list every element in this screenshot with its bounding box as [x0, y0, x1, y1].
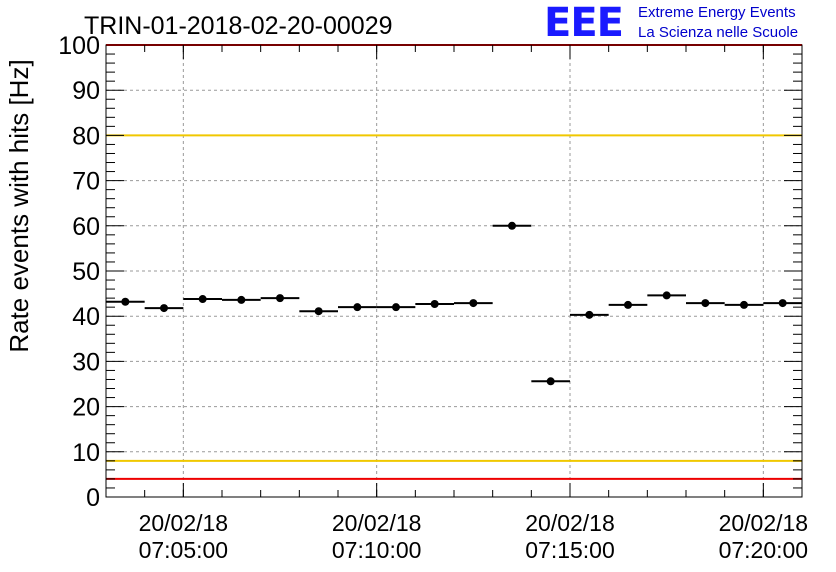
- x-tick-labels: 20/02/1807:05:0020/02/1807:10:0020/02/18…: [139, 510, 809, 563]
- y-tick-label: 30: [72, 348, 100, 376]
- data-point: [237, 295, 246, 304]
- data-point: [585, 310, 594, 319]
- y-tick-label: 60: [72, 213, 100, 241]
- x-tick-time-label: 07:15:00: [525, 537, 615, 563]
- data-point: [430, 299, 439, 308]
- y-tick-label: 100: [58, 32, 100, 60]
- data-point: [276, 294, 284, 303]
- data-point: [778, 299, 787, 308]
- data-point: [508, 221, 516, 230]
- data-point: [392, 303, 400, 312]
- data-point: [546, 377, 555, 386]
- y-tick-label: 50: [72, 258, 100, 286]
- y-tick-label: 40: [72, 303, 100, 331]
- reference-lines: [106, 44, 802, 480]
- grid-lines: [106, 45, 802, 497]
- x-tick-time-label: 07:10:00: [332, 537, 422, 563]
- x-tick-date-label: 20/02/18: [139, 510, 229, 536]
- y-tick-label: 70: [72, 168, 100, 196]
- data-point: [198, 295, 207, 304]
- y-tick-label: 20: [72, 394, 100, 422]
- axis-ticks: [105, 44, 803, 498]
- data-point: [314, 307, 323, 316]
- y-axis-label: Rate events with hits [Hz]: [4, 59, 34, 352]
- chart-title: TRIN-01-2018-02-20-00029: [84, 12, 393, 40]
- x-tick-date-label: 20/02/18: [525, 510, 615, 536]
- x-tick-time-label: 07:20:00: [719, 537, 809, 563]
- y-tick-label: 0: [86, 484, 100, 512]
- data-points: [106, 221, 802, 386]
- data-point: [701, 299, 710, 308]
- y-tick-label: 10: [72, 439, 100, 467]
- x-tick-date-label: 20/02/18: [332, 510, 422, 536]
- data-point: [469, 299, 478, 308]
- eee-logo-mark: EEE: [544, 0, 624, 46]
- data-point: [624, 300, 632, 309]
- y-tick-label: 90: [72, 77, 100, 105]
- data-point: [740, 300, 748, 309]
- logo-title: Extreme Energy Events: [638, 4, 796, 21]
- data-point: [353, 303, 362, 312]
- data-point: [662, 291, 671, 300]
- data-point: [121, 297, 130, 306]
- x-tick-date-label: 20/02/18: [719, 510, 809, 536]
- x-tick-time-label: 07:05:00: [139, 537, 229, 563]
- eee-logo: EEE Extreme Energy Events La Scienza nel…: [544, 2, 834, 44]
- logo-subtitle: La Scienza nelle Scuole: [638, 24, 799, 41]
- y-tick-labels: 0 10 20 30 40 50 60 70 80 90 100: [58, 32, 100, 512]
- y-tick-label: 80: [72, 122, 100, 150]
- data-point: [160, 304, 168, 313]
